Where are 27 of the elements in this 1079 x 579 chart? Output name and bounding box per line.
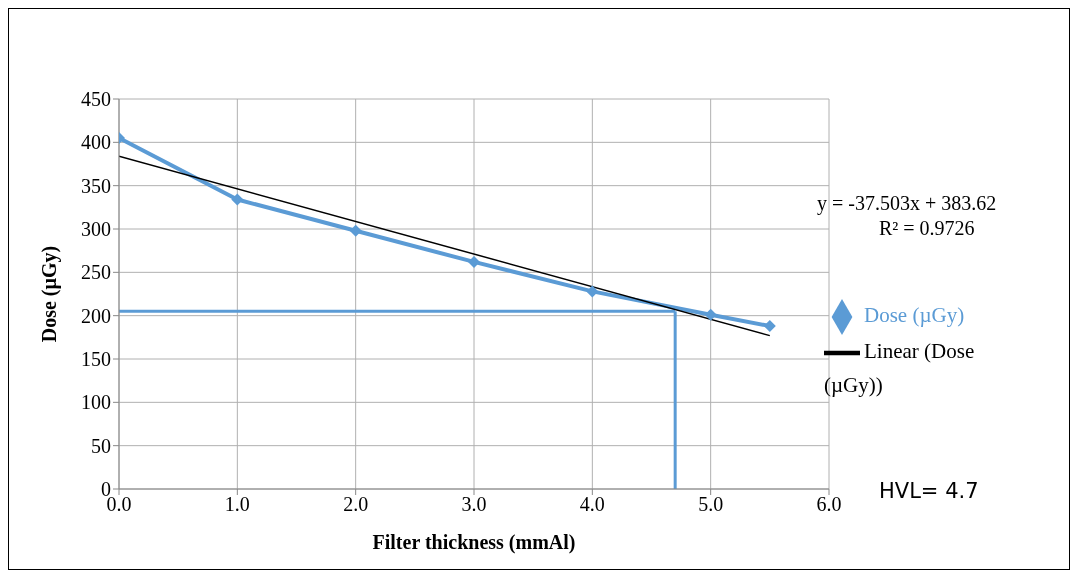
x-tick-label: 2.0 [343, 493, 369, 516]
point [231, 193, 244, 206]
point [349, 224, 362, 237]
y-tick-label: 450 [81, 88, 111, 111]
x-tick-label: 6.0 [816, 493, 842, 516]
annotation: y = -37.503x + 383.62 [817, 192, 997, 215]
legend-label: Dose (µGy) [864, 302, 965, 327]
x-axis-title: Filter thickness (mmAl) [372, 531, 576, 554]
x-tick-label: 4.0 [579, 493, 605, 516]
y-tick-label: 350 [81, 174, 111, 197]
text: R² = 0.9726 [879, 217, 975, 240]
point [468, 255, 480, 268]
y-tick-label: 100 [81, 391, 111, 414]
y-tick-label: 150 [81, 348, 111, 371]
y-tick-label: 250 [81, 261, 111, 284]
y-tick-label: 400 [81, 131, 111, 154]
x-tick-label: 1.0 [224, 493, 250, 516]
point [704, 308, 717, 321]
y-axis-title: Dose (µGy) [38, 245, 62, 343]
text: HVL= 4.7 [879, 479, 979, 503]
y-tick-label: 300 [81, 218, 111, 241]
point [586, 285, 599, 298]
x-tick-label: 3.0 [461, 493, 487, 516]
y-tick-label: 50 [91, 434, 111, 457]
x-tick-label: 5.0 [698, 493, 724, 516]
legend-label: Linear (Dose (µGy)) [824, 338, 975, 397]
y-tick-label: 200 [81, 304, 111, 327]
